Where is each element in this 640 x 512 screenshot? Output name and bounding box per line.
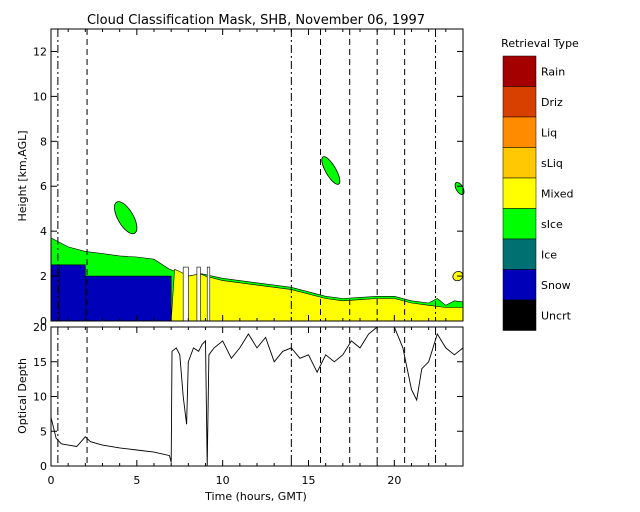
y-tick-label: 5 xyxy=(40,425,47,438)
cloud-patch-sice xyxy=(454,181,465,195)
optical-depth-panel: 0 5 10 15 20 0 5 10 15 20 xyxy=(33,321,464,487)
y-tick-label: 6 xyxy=(40,180,47,193)
y-tick-label: 2 xyxy=(40,270,47,283)
legend-swatch-snow xyxy=(502,269,537,301)
y-tick-label: 4 xyxy=(40,225,47,238)
legend-label-uncrt: Uncrt xyxy=(541,309,572,322)
chart-title: Cloud Classification Mask, SHB, November… xyxy=(87,13,425,28)
bottom-y-axis-label: Optical Depth xyxy=(16,358,29,434)
data-gap xyxy=(182,266,189,322)
legend-swatch-uncrt xyxy=(502,299,537,331)
x-tick-label: 0 xyxy=(48,474,55,487)
snow-segment xyxy=(59,264,86,322)
y-tick-label: 0 xyxy=(40,315,47,328)
legend-swatch-ice xyxy=(502,238,537,270)
legend-title: Retrieval Type xyxy=(501,37,579,50)
optical-depth-line xyxy=(50,326,464,467)
y-tick-label: 12 xyxy=(33,45,47,58)
layer-mixed xyxy=(170,268,464,322)
legend-label-mixed: Mixed xyxy=(541,187,573,200)
legend-swatch-rain xyxy=(502,55,537,87)
classification-panel: 0 2 4 6 8 10 12 xyxy=(33,28,465,328)
snow-segment xyxy=(85,275,172,322)
legend-label-sice: sIce xyxy=(541,218,563,231)
x-tick-label: 5 xyxy=(133,474,140,487)
legend-swatch-sice xyxy=(502,208,537,240)
cloud-patch-sice xyxy=(321,156,341,185)
legend-label-rain: Rain xyxy=(541,65,565,78)
x-tick-label: 10 xyxy=(216,474,230,487)
data-gap xyxy=(206,266,211,322)
legend-label-driz: Driz xyxy=(541,96,563,109)
x-tick-label: 20 xyxy=(387,474,401,487)
legend-label-sliq: sLiq xyxy=(541,157,563,170)
y-tick-label: 10 xyxy=(33,90,47,103)
legend-swatch-liq xyxy=(502,116,537,148)
y-tick-label: 10 xyxy=(33,391,47,404)
legend-swatch-driz xyxy=(502,86,537,118)
legend-swatch-mixed xyxy=(502,177,537,209)
y-tick-label: 15 xyxy=(33,356,47,369)
y-tick-label: 8 xyxy=(40,135,47,148)
legend-swatch-sliq xyxy=(502,147,537,179)
data-gap xyxy=(196,266,201,322)
x-axis-label: Time (hours, GMT) xyxy=(204,490,307,503)
legend-label-snow: Snow xyxy=(541,279,571,292)
top-y-axis-label: Height [km,AGL] xyxy=(16,130,29,221)
y-tick-label: 0 xyxy=(40,460,47,473)
cloud-patch-sice xyxy=(114,201,138,235)
y-tick-label: 20 xyxy=(33,321,47,334)
x-tick-label: 15 xyxy=(302,474,316,487)
legend: Rain Driz Liq sLiq Mixed sIce Ice Snow Uncrt xyxy=(502,55,573,331)
legend-label-liq: Liq xyxy=(541,126,557,139)
legend-label-ice: Ice xyxy=(541,248,557,261)
